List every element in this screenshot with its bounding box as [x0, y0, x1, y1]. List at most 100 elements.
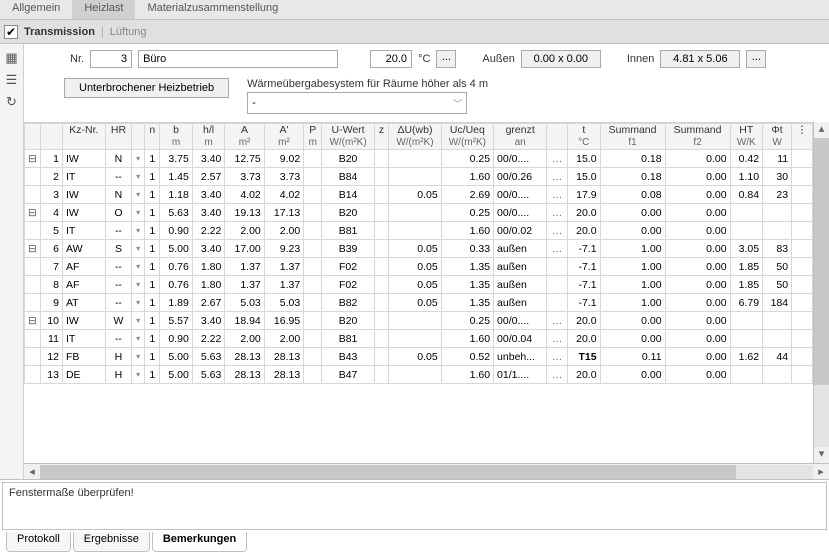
data-grid[interactable]: Kz-Nr. HR n bmh/lmAm²A'm²PmU-WertW/(m²K)… [24, 122, 813, 463]
col-header[interactable]: Pm [304, 124, 322, 150]
vertical-scrollbar[interactable]: ▴ ▾ [813, 122, 829, 463]
list-icon[interactable]: ☰ [6, 72, 18, 88]
cell[interactable]: … [547, 168, 568, 186]
message-area[interactable]: Fenstermaße überprüfen! [2, 482, 827, 530]
cell[interactable] [25, 168, 41, 186]
aussen-input[interactable] [521, 50, 601, 68]
table-icon[interactable]: ▦ [5, 50, 17, 66]
cell[interactable]: ▾ [132, 204, 145, 222]
cell[interactable]: … [547, 222, 568, 240]
col-header[interactable] [40, 124, 62, 150]
col-header[interactable]: HR [105, 124, 131, 150]
table-row[interactable]: 9AT--▾11.892.675.035.03B820.051.35außen-… [25, 294, 813, 312]
cell[interactable]: ▾ [132, 258, 145, 276]
table-row[interactable]: ⊟6AWS▾15.003.4017.009.23B390.050.33außen… [25, 240, 813, 258]
col-header[interactable] [547, 124, 568, 150]
col-header[interactable]: z [374, 124, 389, 150]
cell[interactable]: ▾ [132, 186, 145, 204]
tab-bemerkungen[interactable]: Bemerkungen [152, 532, 247, 552]
ventilation-label[interactable]: Lüftung [110, 26, 147, 38]
cell[interactable]: … [547, 150, 568, 168]
cell[interactable]: … [547, 186, 568, 204]
cell[interactable]: ▾ [132, 312, 145, 330]
cell[interactable] [25, 276, 41, 294]
cell[interactable]: … [547, 312, 568, 330]
innen-input[interactable] [660, 50, 740, 68]
unterbrochener-button[interactable]: Unterbrochener Heizbetrieb [64, 78, 229, 98]
cell[interactable]: … [547, 240, 568, 258]
col-header[interactable]: A'm² [264, 124, 303, 150]
cell[interactable] [547, 294, 568, 312]
tab-protokoll[interactable]: Protokoll [6, 532, 71, 552]
cell[interactable] [547, 258, 568, 276]
reload-icon[interactable]: ↻ [6, 94, 17, 110]
table-row[interactable]: 5IT--▾10.902.222.002.00B811.6000/0.02…20… [25, 222, 813, 240]
col-header[interactable]: Am² [225, 124, 264, 150]
col-header[interactable]: n [145, 124, 160, 150]
table-row[interactable]: 13DEH▾15.005.6328.1328.13B471.6001/1....… [25, 366, 813, 384]
tab-heizlast[interactable]: Heizlast [72, 0, 135, 19]
cell[interactable]: ▾ [132, 330, 145, 348]
nr-input[interactable] [90, 50, 132, 68]
cell[interactable] [547, 276, 568, 294]
col-header[interactable] [132, 124, 145, 150]
table-row[interactable]: ⊟4IWO▾15.633.4019.1317.13B200.2500/0....… [25, 204, 813, 222]
col-header[interactable]: Kz-Nr. [62, 124, 105, 150]
scroll-left-icon[interactable]: ◂ [24, 465, 40, 478]
col-header[interactable]: HTW/K [730, 124, 763, 150]
cell[interactable] [25, 348, 41, 366]
tab-ergebnisse[interactable]: Ergebnisse [73, 532, 150, 552]
cell[interactable]: ▾ [132, 366, 145, 384]
cell[interactable]: ▾ [132, 150, 145, 168]
cell[interactable] [25, 186, 41, 204]
table-row[interactable]: ⊟10IWW▾15.573.4018.9416.95B200.2500/0...… [25, 312, 813, 330]
col-header[interactable]: Summandf2 [665, 124, 730, 150]
cell[interactable] [25, 366, 41, 384]
cell[interactable]: ▾ [132, 276, 145, 294]
name-input[interactable] [138, 50, 338, 68]
heat-system-combo[interactable]: - ﹀ [247, 92, 467, 114]
cell[interactable]: ▾ [132, 294, 145, 312]
col-menu[interactable]: ⋮ [792, 124, 813, 150]
cell[interactable]: ▾ [132, 168, 145, 186]
cell[interactable]: … [547, 366, 568, 384]
cell[interactable]: ⊟ [25, 150, 41, 168]
col-header[interactable] [25, 124, 41, 150]
table-row[interactable]: 12FBH▾15.005.6328.1328.13B430.050.52unbe… [25, 348, 813, 366]
cell[interactable]: ⊟ [25, 204, 41, 222]
innen-more-button[interactable]: ... [746, 50, 766, 68]
cell[interactable] [25, 330, 41, 348]
cell[interactable] [25, 258, 41, 276]
col-header[interactable]: ΦtW [763, 124, 792, 150]
col-header[interactable]: Uc/UeqW/(m²K) [441, 124, 493, 150]
col-header[interactable]: Summandf1 [600, 124, 665, 150]
table-row[interactable]: 11IT--▾10.902.222.002.00B811.6000/0.04…2… [25, 330, 813, 348]
col-header[interactable]: grenztan [494, 124, 547, 150]
cell[interactable]: ▾ [132, 222, 145, 240]
cell[interactable]: … [547, 204, 568, 222]
temp-more-button[interactable]: ... [436, 50, 456, 68]
scroll-down-icon[interactable]: ▾ [814, 447, 829, 463]
col-header[interactable]: h/lm [192, 124, 225, 150]
table-row[interactable]: 2IT--▾11.452.573.733.73B841.6000/0.26…15… [25, 168, 813, 186]
col-header[interactable]: bm [160, 124, 193, 150]
cell[interactable]: … [547, 330, 568, 348]
tab-allgemein[interactable]: Allgemein [0, 0, 72, 19]
col-header[interactable]: U-WertW/(m²K) [322, 124, 374, 150]
table-row[interactable]: 7AF--▾10.761.801.371.37F020.051.35außen-… [25, 258, 813, 276]
temp-input[interactable] [370, 50, 412, 68]
transmission-checkbox[interactable]: ✔ [4, 25, 18, 39]
cell[interactable] [25, 294, 41, 312]
table-row[interactable]: ⊟1IWN▾13.753.4012.759.02B200.2500/0....…… [25, 150, 813, 168]
cell[interactable]: ⊟ [25, 312, 41, 330]
cell[interactable]: ▾ [132, 240, 145, 258]
scroll-up-icon[interactable]: ▴ [814, 122, 829, 138]
cell[interactable]: ▾ [132, 348, 145, 366]
cell[interactable]: … [547, 348, 568, 366]
table-row[interactable]: 8AF--▾10.761.801.371.37F020.051.35außen-… [25, 276, 813, 294]
scroll-right-icon[interactable]: ▸ [813, 465, 829, 478]
horizontal-scrollbar[interactable]: ◂ ▸ [24, 463, 829, 479]
table-row[interactable]: 3IWN▾11.183.404.024.02B140.052.6900/0...… [25, 186, 813, 204]
cell[interactable]: ⊟ [25, 240, 41, 258]
col-header[interactable]: t°C [568, 124, 601, 150]
